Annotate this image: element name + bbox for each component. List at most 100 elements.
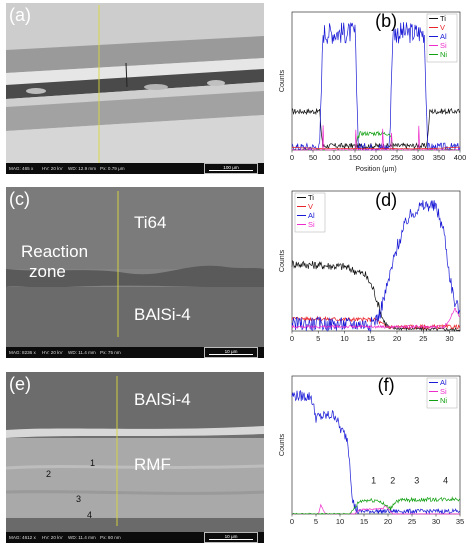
legend-label-si: Si	[308, 220, 315, 229]
point-annotation: 2	[390, 476, 395, 486]
sem-image-a-texture	[6, 3, 264, 163]
legend-label-ni: Ni	[440, 396, 447, 405]
series-line-si	[291, 307, 461, 330]
sem-image-a: (a) MAG: 465 x HV: 20 kV WD: 12.9 mm Px:…	[6, 3, 264, 174]
x-axis-label: Position (μm)	[355, 166, 396, 173]
info-hv: HV: 20 kV	[42, 350, 63, 355]
y-axis-label: Counts	[279, 249, 286, 272]
legend-label-al: Al	[308, 211, 315, 220]
eds-chart-b-svg: 0 50 100 150 200 250 300 350 400 Counts Position (…	[279, 11, 467, 173]
info-mag: MAG: 4612 x	[9, 535, 36, 540]
info-hv: HV: 20 kV	[42, 166, 63, 171]
info-hv: HV: 20 kV	[42, 535, 63, 540]
sem-image-c-texture	[6, 187, 264, 347]
scale-bar-e: 10 μm	[204, 532, 258, 543]
legend-label-ni: Ni	[440, 50, 447, 59]
panel-label-a: (a)	[9, 5, 31, 25]
info-px: Px: 0.79 μm	[100, 166, 125, 171]
x-tick-label: 350	[433, 153, 446, 162]
x-tick-label: 35	[456, 517, 464, 526]
info-px: Px: 60 nm	[100, 535, 121, 540]
legend-label-al: Al	[440, 378, 447, 387]
scale-bar-label: 100 μm	[223, 164, 239, 170]
scale-bar-label: 10 μm	[224, 533, 238, 539]
point-annotation: 3	[414, 476, 419, 486]
scale-bar-label: 10 μm	[224, 348, 238, 354]
panel-label-e: (e)	[9, 374, 31, 394]
x-tick-label: 400	[454, 153, 467, 162]
sem-info-bar-e: MAG: 4612 x HV: 20 kV WD: 11.4 mm Px: 60…	[6, 532, 264, 543]
sem-image-e-texture	[6, 372, 264, 532]
x-tick-label: 15	[367, 334, 375, 343]
x-tick-label: 25	[419, 334, 427, 343]
x-tick-label: 50	[309, 153, 317, 162]
series-line-si	[291, 503, 460, 515]
sem-info-bar-c: MAG: 8236 x HV: 20 kV WD: 11.4 mm Px: 75…	[6, 347, 264, 358]
info-wd: WD: 11.4 mm	[68, 535, 96, 540]
x-tick-label: 25	[408, 517, 416, 526]
series-line-ni	[292, 496, 461, 515]
label-reaction: Reaction	[21, 242, 89, 261]
eds-chart-b: 0 50 100 150 200 250 300 350 400 Counts Position (…	[270, 2, 470, 180]
legend-label-si: Si	[440, 41, 447, 50]
y-axis-label: Counts	[279, 69, 286, 92]
label-balsi-c: BAlSi-4	[134, 305, 191, 324]
eds-chart-f: 0 5 10 15 20 25 30 35 Counts (f) Al Si Ni 1 2 3 4	[270, 366, 470, 544]
plot-frame	[291, 375, 461, 515]
x-tick-label: 10	[336, 517, 344, 526]
series-line-v	[291, 315, 461, 331]
plot-frame	[291, 190, 461, 332]
legend-label-v: V	[440, 23, 445, 32]
legend-label-v: V	[308, 202, 313, 211]
series-line-ti	[291, 260, 461, 332]
panel-label-c: (c)	[9, 189, 30, 209]
panel-label: (f)	[378, 375, 395, 395]
x-tick-label: 0	[290, 517, 294, 526]
x-tick-label: 5	[316, 334, 320, 343]
sem-info-bar-a: MAG: 465 x HV: 20 kV WD: 12.9 mm Px: 0.7…	[6, 163, 264, 174]
series-line-al	[291, 389, 461, 515]
x-tick-label: 100	[328, 153, 341, 162]
info-px: Px: 75 nm	[100, 350, 121, 355]
sem-image-c: (c) Ti64 Reaction zone BAlSi-4 MAG: 8236…	[6, 187, 264, 358]
sem-image-e: (e) BAlSi-4 RMF 1 2 3 4 MAG: 4612 x HV: …	[6, 372, 264, 543]
eds-chart-d: 0 5 10 15 20 25 30 Counts (d) Ti V Al Si	[270, 183, 470, 361]
x-tick-label: 200	[370, 153, 383, 162]
x-tick-label: 0	[290, 153, 294, 162]
scale-bar-a: 100 μm	[204, 163, 258, 174]
x-tick-label: 30	[432, 517, 440, 526]
x-tick-label: 150	[349, 153, 362, 162]
panel-label: (b)	[375, 11, 397, 31]
x-tick-label: 10	[340, 334, 348, 343]
label-rmf: RMF	[134, 455, 171, 474]
x-tick-label: 300	[412, 153, 425, 162]
y-axis-label: Counts	[279, 433, 286, 456]
x-tick-label: 0	[290, 334, 294, 343]
x-tick-label: 5	[314, 517, 318, 526]
label-balsi-e: BAlSi-4	[134, 390, 191, 409]
point-label-1: 1	[90, 458, 96, 468]
point-annotation: 4	[443, 476, 448, 486]
point-annotation: 1	[371, 476, 376, 486]
x-tick-label: 15	[360, 517, 368, 526]
scale-bar-c: 10 μm	[204, 347, 258, 358]
info-mag: MAG: 8236 x	[9, 350, 36, 355]
legend-label-si: Si	[440, 387, 447, 396]
legend-label-al: Al	[440, 32, 447, 41]
x-tick-label: 20	[384, 517, 392, 526]
legend-label-ti: Ti	[308, 193, 314, 202]
x-tick-label: 30	[445, 334, 453, 343]
panel-label: (d)	[375, 190, 397, 210]
legend-label-ti: Ti	[440, 14, 446, 23]
point-label-3: 3	[76, 494, 82, 504]
info-mag: MAG: 465 x	[9, 166, 34, 171]
info-wd: WD: 11.4 mm	[68, 350, 96, 355]
x-tick-label: 250	[391, 153, 404, 162]
label-ti64: Ti64	[134, 213, 167, 232]
series-line-v	[291, 146, 461, 150]
point-label-2: 2	[46, 469, 52, 479]
legend-box	[294, 192, 326, 233]
info-wd: WD: 12.9 mm	[68, 166, 97, 171]
